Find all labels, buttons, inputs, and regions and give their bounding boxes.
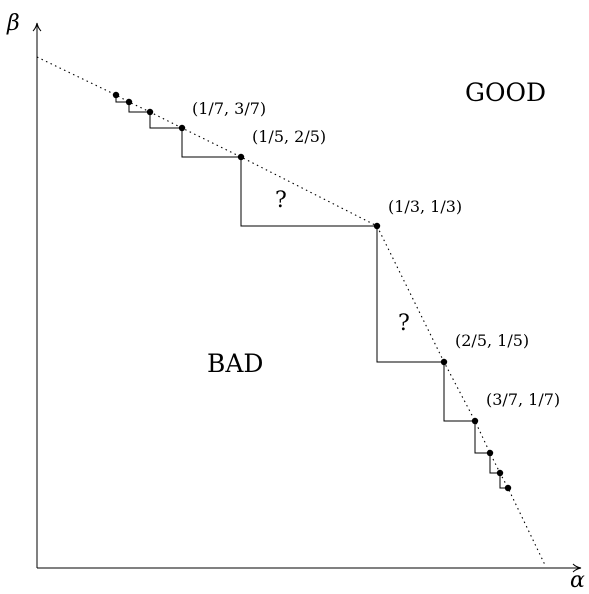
x-axis-label: α — [570, 568, 585, 590]
point-marker-3-7 — [471, 417, 479, 425]
point-marker — [496, 469, 504, 477]
point-marker-1-7 — [178, 124, 186, 132]
region-label-bad: BAD — [207, 349, 263, 378]
point-marker — [504, 484, 512, 492]
y-axis-label: β — [6, 11, 20, 36]
question-mark-lower: ? — [398, 311, 410, 336]
y-axis-arrowhead — [32, 22, 42, 32]
point-marker — [125, 98, 133, 106]
staircase-left — [115, 95, 377, 227]
point-marker — [112, 91, 120, 99]
point-marker — [486, 449, 494, 457]
point-label-3-7: (3/7, 1/7) — [486, 390, 560, 409]
point-marker — [146, 108, 154, 116]
points — [112, 91, 512, 492]
point-label-1-7: (1/7, 3/7) — [192, 99, 266, 118]
point-marker-1-5 — [237, 153, 245, 161]
region-label-good: GOOD — [465, 78, 546, 107]
point-label-2-5: (2/5, 1/5) — [455, 331, 529, 350]
axes — [32, 22, 582, 573]
question-mark-upper: ? — [275, 188, 287, 213]
point-marker-2-5 — [440, 358, 448, 366]
point-label-1-3: (1/3, 1/3) — [388, 197, 462, 216]
x-axis-arrowhead — [572, 563, 582, 573]
point-label-1-5: (1/5, 2/5) — [252, 127, 326, 146]
staircase-right — [376, 226, 508, 489]
point-marker-1-3 — [373, 222, 381, 230]
